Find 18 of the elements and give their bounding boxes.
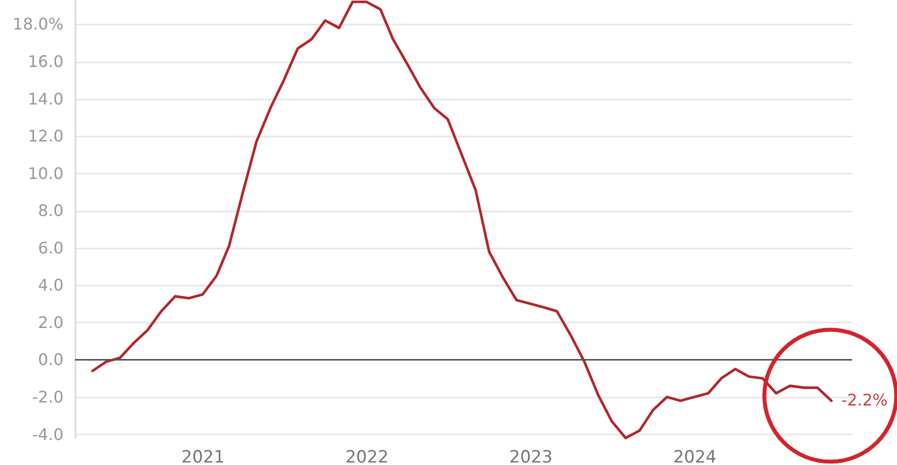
y-tick-label: 8.0: [38, 201, 64, 220]
x-tick-label: 2023: [509, 448, 553, 465]
y-tick-label: 18.0%: [12, 14, 64, 34]
annotation: -2.2%: [841, 390, 888, 410]
y-tick-label: 6.0: [38, 238, 64, 258]
y-tick-label: 4.0: [38, 276, 64, 295]
y-tick-label: 10.0: [28, 164, 64, 183]
x-tick-label: 2021: [181, 448, 225, 465]
y-tick-label: 12.0: [28, 126, 64, 146]
y-tick-label: -4.0: [32, 424, 64, 444]
x-tick-label: 2024: [673, 448, 716, 465]
x-tick-label: 2022: [345, 448, 389, 465]
y-tick-label: 2.0: [38, 312, 64, 332]
y-tick-label: 14.0: [28, 89, 64, 108]
line-series: [91, 0, 833, 440]
y-tick-label: 0.0: [38, 350, 64, 370]
y-tick-label: -2.0: [32, 387, 64, 406]
y-tick-label: 16.0: [28, 52, 64, 72]
